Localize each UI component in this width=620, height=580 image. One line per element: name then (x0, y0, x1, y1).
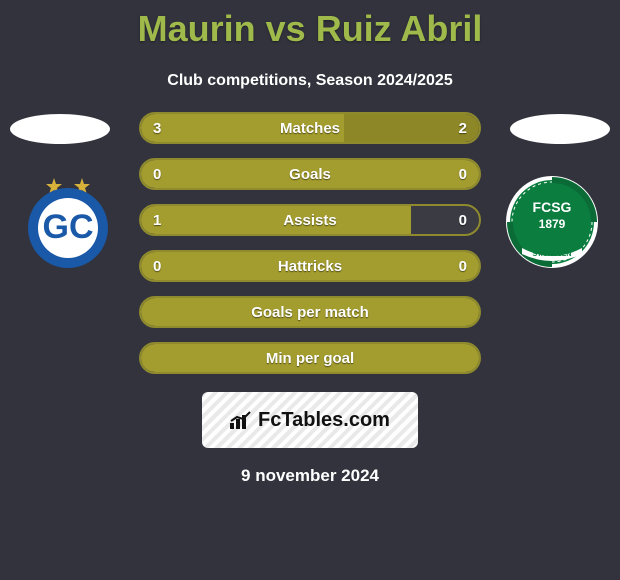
stat-value-left: 0 (153, 160, 161, 188)
stat-row: Hattricks0 0 (139, 250, 481, 282)
stat-value-left: 3 (153, 114, 161, 142)
chart-icon (230, 411, 252, 429)
comparison-stage: GC FCSG 1879 ST.GALLEN Matches32Goals00A… (0, 112, 620, 374)
club-badge-left: GC (18, 172, 118, 268)
svg-text:ST.GALLEN: ST.GALLEN (533, 251, 572, 258)
stat-label: Goals per match (141, 304, 479, 321)
stat-label: Goals (141, 166, 479, 183)
player-head-right (510, 114, 610, 144)
branding-badge: FcTables.com (202, 392, 418, 448)
stat-row: Matches3 2 (139, 112, 481, 144)
snapshot-date: 9 november 2024 (0, 466, 620, 486)
stat-value-right: 0 (459, 252, 467, 280)
stat-value-left: 0 (153, 252, 161, 280)
stat-label: Assists (141, 212, 479, 229)
player-head-left (10, 114, 110, 144)
svg-text:GC: GC (43, 208, 94, 246)
page-title: Maurin vs Ruiz Abril (0, 0, 620, 50)
stat-row: Min per goal (139, 342, 481, 374)
svg-text:FCSG: FCSG (533, 199, 572, 215)
stat-label: Hattricks (141, 258, 479, 275)
stat-row: Assists1 0 (139, 204, 481, 236)
stat-label: Matches (141, 120, 479, 137)
stat-bars: Matches32Goals00Assists10Hattricks00Goal… (139, 112, 481, 374)
club-badge-right: FCSG 1879 ST.GALLEN (502, 172, 602, 268)
stat-row: Goals per match (139, 296, 481, 328)
stat-value-right: 2 (459, 114, 467, 142)
stat-row: Goals0 0 (139, 158, 481, 190)
stat-value-left: 1 (153, 206, 161, 234)
branding-text: FcTables.com (258, 409, 390, 432)
stat-value-right: 0 (459, 206, 467, 234)
season-subtitle: Club competitions, Season 2024/2025 (0, 72, 620, 90)
stat-value-right: 0 (459, 160, 467, 188)
stat-label: Min per goal (141, 350, 479, 367)
svg-text:1879: 1879 (539, 217, 566, 231)
